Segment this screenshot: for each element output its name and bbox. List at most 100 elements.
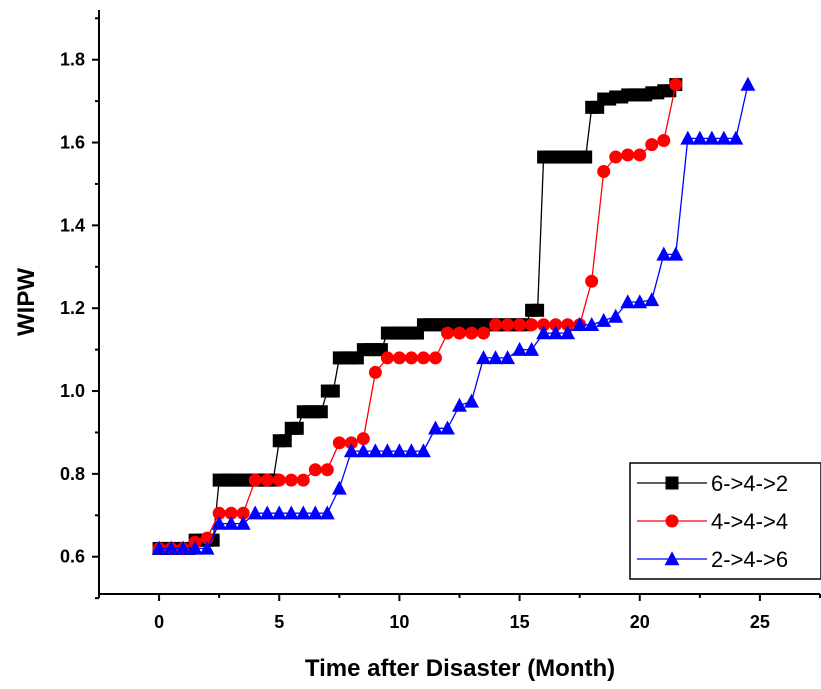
series-triangle [151,76,756,555]
data-point-triangle [728,130,744,145]
legend-marker-triangle [664,551,680,566]
series-circle [152,78,683,555]
y-axis-title: WIPW [13,268,40,336]
data-point-circle [404,351,418,365]
x-tick-label: 10 [389,612,409,632]
data-point-square [579,150,593,164]
y-tick-label: 1.6 [60,133,85,153]
data-point-triangle [440,420,455,435]
legend-marker-circle [665,514,679,528]
data-point-circle [513,318,527,332]
data-point-triangle [355,443,371,458]
data-point-circle [272,473,286,487]
y-axis-ticks: 0.6 0.8 1.0 1.2 1.4 1.6 1.8 [60,17,99,600]
data-point-square [278,434,292,448]
data-point-triangle [656,246,672,261]
legend-marker-square [665,476,679,490]
plot-area [151,76,756,555]
data-point-circle [597,165,611,179]
data-point-triangle [331,480,347,495]
data-point-circle [657,133,671,147]
data-point-circle [308,463,322,477]
data-point-circle [296,473,310,487]
data-point-circle [501,318,515,332]
data-point-triangle [524,341,540,356]
data-point-triangle [716,130,732,145]
x-axis-ticks: 0 5 10 15 20 25 [98,594,821,632]
y-tick-label: 0.6 [60,547,85,567]
data-point-circle [392,351,406,365]
data-point-circle [669,78,683,92]
data-point-triangle [500,350,515,365]
data-point-triangle [452,397,467,412]
data-point-triangle [680,130,696,145]
data-point-triangle [572,317,588,331]
data-point-triangle [343,443,359,458]
data-point-circle [428,351,442,365]
x-axis-title: Time after Disaster (Month) [305,655,615,682]
data-point-triangle [548,325,564,340]
data-point-triangle [151,540,167,555]
x-tick-label: 20 [630,612,650,632]
data-point-triangle [560,325,576,340]
data-point-square [326,384,340,398]
data-point-triangle [223,515,239,530]
data-point-circle [465,326,479,340]
data-point-circle [416,351,430,365]
data-point-triangle [283,505,299,520]
data-point-triangle [692,130,708,145]
data-point-triangle [187,540,203,555]
data-point-triangle [259,505,275,520]
x-tick-label: 5 [274,612,284,632]
data-point-triangle [668,246,684,261]
data-point-triangle [199,540,215,555]
data-point-triangle [512,341,528,356]
data-point-circle [332,436,346,450]
data-point-triangle [307,505,323,520]
y-tick-label: 1.8 [60,50,85,70]
data-point-triangle [488,350,503,365]
data-point-triangle [211,515,227,530]
x-tick-label: 0 [154,612,164,632]
data-point-circle [368,365,382,379]
data-point-triangle [295,505,311,520]
data-point-triangle [740,76,756,91]
y-tick-label: 1.2 [60,298,85,318]
data-point-circle [356,432,370,446]
data-point-triangle [404,443,419,458]
data-point-circle [621,148,635,162]
data-point-triangle [367,443,383,458]
data-point-triangle [319,505,335,520]
data-point-circle [633,148,647,162]
data-point-triangle [271,505,287,520]
data-point-circle [380,351,394,365]
y-tick-label: 0.8 [60,464,85,484]
data-point-circle [320,463,334,477]
data-point-triangle [596,312,612,327]
data-point-triangle [464,393,479,408]
data-point-triangle [644,292,660,307]
data-point-circle [248,473,262,487]
legend-label: 6->4->2 [711,471,788,496]
data-point-triangle [608,308,624,323]
data-point-square [531,303,545,317]
data-point-triangle [704,130,720,145]
data-point-triangle [235,515,251,530]
data-point-circle [440,326,454,340]
data-point-triangle [379,443,395,458]
data-point-triangle [163,540,179,555]
legend-label: 2->4->6 [711,547,788,572]
data-point-triangle [247,505,263,520]
data-point-triangle [428,420,443,435]
legend: 6->4->2 4->4->4 2->4->6 [629,462,821,580]
data-point-triangle [175,540,191,555]
data-point-circle [477,326,491,340]
data-point-circle [645,138,659,152]
data-point-circle [609,150,623,164]
data-point-square [290,421,304,435]
data-point-square [314,405,328,419]
data-point-triangle [620,294,636,309]
x-tick-label: 15 [510,612,530,632]
data-point-triangle [584,317,600,331]
